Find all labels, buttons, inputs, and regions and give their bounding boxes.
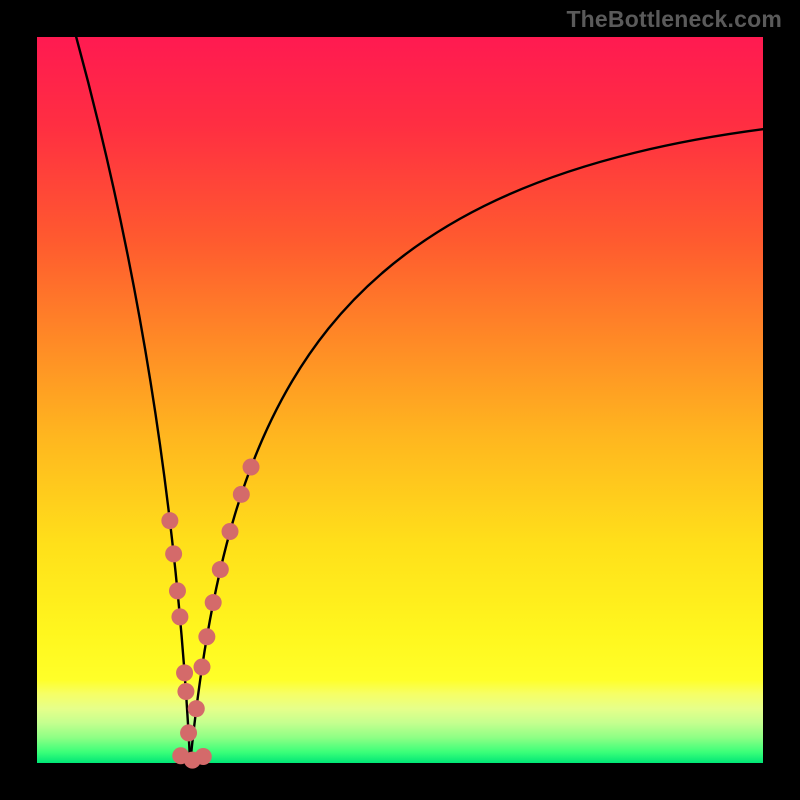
marker-right — [188, 700, 205, 717]
marker-right — [193, 658, 210, 675]
marker-left — [171, 608, 188, 625]
marker-right — [212, 561, 229, 578]
marker-right — [198, 628, 215, 645]
chart-root: TheBottleneck.com — [0, 0, 800, 800]
marker-right — [243, 458, 260, 475]
marker-left — [165, 545, 182, 562]
marker-left — [180, 724, 197, 741]
marker-left — [177, 683, 194, 700]
watermark-text: TheBottleneck.com — [566, 6, 782, 33]
marker-right — [205, 594, 222, 611]
marker-bottom — [195, 748, 212, 765]
marker-left — [161, 512, 178, 529]
marker-right — [222, 523, 239, 540]
marker-right — [233, 486, 250, 503]
bottleneck-chart — [0, 0, 800, 800]
marker-left — [169, 582, 186, 599]
marker-left — [176, 664, 193, 681]
chart-gradient-background — [37, 37, 763, 763]
